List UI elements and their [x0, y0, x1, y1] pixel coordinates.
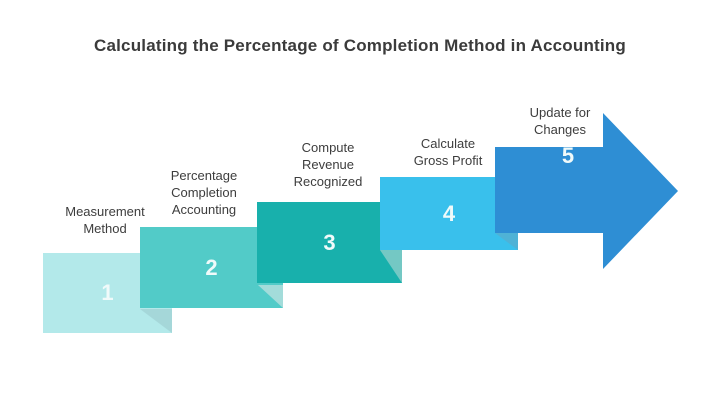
step-4-number: 4 — [442, 200, 456, 226]
step-4-label-line: Calculate — [420, 136, 476, 151]
step-5-number: 5 — [561, 143, 575, 168]
step-1-label: Measurement Method — [45, 203, 165, 237]
step-3-label: Compute Revenue Recognized — [268, 139, 388, 190]
step-3-label-line: Recognized — [293, 174, 363, 189]
diagram-title: Calculating the Percentage of Completion… — [94, 36, 626, 55]
step-1-number: 1 — [101, 280, 114, 305]
step-2-label: Percentage Completion Accounting — [144, 167, 264, 218]
step-5-label-line: Changes — [533, 122, 587, 137]
step-3-box: 3 — [257, 202, 402, 283]
step-2-label-line: Accounting — [171, 202, 237, 217]
step-4-label-line: Gross Profit — [413, 153, 483, 168]
step-1-label-line: Measurement — [65, 204, 145, 219]
step-5-label: Update for Changes — [500, 104, 620, 138]
step-2-label-line: Completion — [171, 185, 237, 200]
step-2-number: 2 — [205, 254, 218, 280]
step-5-label-line: Update for — [529, 105, 591, 120]
step-1-label-line: Method — [83, 221, 127, 236]
step-3-label-line: Compute — [301, 140, 355, 155]
step-2-label-line: Percentage — [170, 168, 238, 183]
step-3-number: 3 — [323, 229, 336, 255]
step-4-label: Calculate Gross Profit — [388, 135, 508, 169]
step-3-label-line: Revenue — [301, 157, 355, 172]
